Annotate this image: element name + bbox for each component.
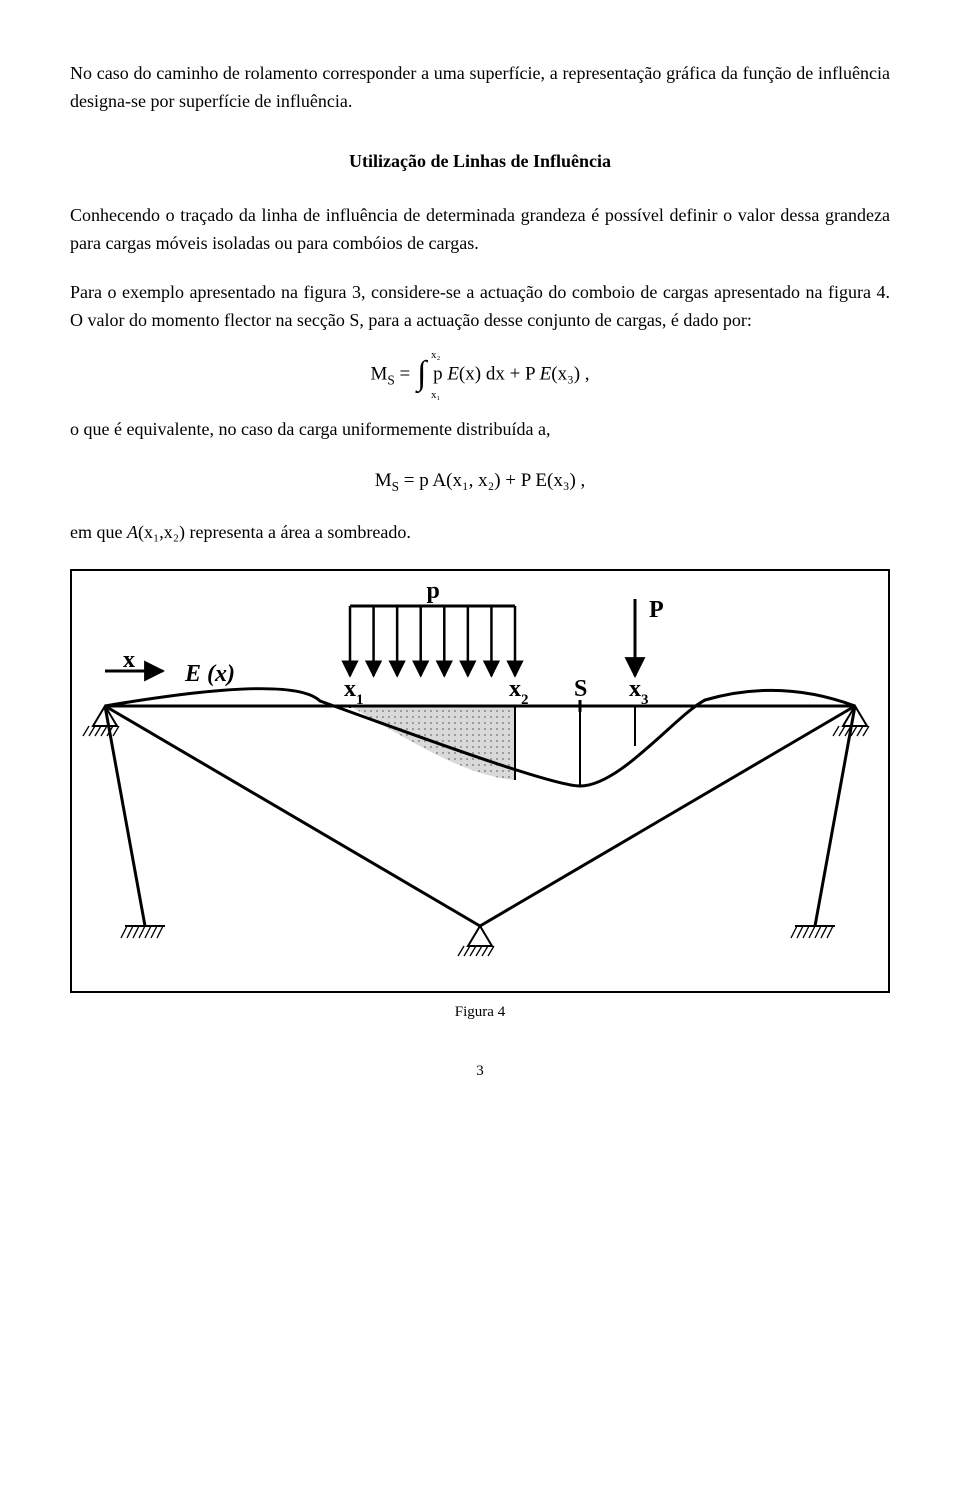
integral-lower: x₁ — [431, 387, 440, 404]
paragraph-5-post: (x₁,x₂) representa a área a sombreado. — [138, 522, 411, 542]
integral-symbol: ∫ — [417, 355, 426, 392]
svg-text:x1: x1 — [344, 676, 364, 708]
formula-2-lhs-sub: S — [392, 478, 399, 493]
formula-2-lhs-M: M — [375, 470, 392, 491]
integral-icon: x₂ ∫ x₁ — [415, 357, 428, 393]
svg-text:x3: x3 — [629, 676, 649, 708]
section-heading: Utilização de Linhas de Influência — [70, 148, 890, 176]
figure-4-caption: Figura 4 — [70, 1001, 890, 1024]
svg-text:E (x): E (x) — [184, 661, 235, 687]
integral-upper: x₂ — [431, 347, 440, 364]
formula-1-rest: (x) dx + P — [459, 364, 540, 385]
formula-1-E: E — [447, 364, 459, 385]
formula-1-E2: E — [540, 364, 552, 385]
svg-text:P: P — [649, 597, 664, 623]
svg-text:S: S — [574, 676, 587, 702]
formula-1-p: p — [433, 364, 447, 385]
formula-2: MS = p A(x₁, x₂) + P E(x₃) , — [70, 466, 890, 497]
formula-1: MS = x₂ ∫ x₁ p E(x) dx + P E(x₃) , — [70, 357, 890, 393]
paragraph-1: No caso do caminho de rolamento correspo… — [70, 60, 890, 116]
paragraph-3: Para o exemplo apresentado na figura 3, … — [70, 279, 890, 335]
page-number: 3 — [70, 1060, 890, 1083]
svg-text:p: p — [427, 578, 440, 604]
paragraph-5-pre: em que — [70, 522, 127, 542]
paragraph-4: o que é equivalente, no caso da carga un… — [70, 416, 890, 444]
figure-4-frame: x E (x) p Px1 x2 Sx3 — [70, 569, 890, 993]
formula-1-lhs-M: M — [370, 364, 387, 385]
svg-text:x: x — [123, 647, 135, 673]
formula-1-lhs-sub: S — [387, 373, 394, 388]
formula-1-tail: (x₃) , — [551, 364, 589, 385]
paragraph-2: Conhecendo o traçado da linha de influên… — [70, 202, 890, 258]
formula-1-eq: = — [400, 364, 415, 385]
formula-2-body: = p A(x₁, x₂) + P E(x₃) , — [399, 470, 585, 491]
paragraph-5-A: A — [127, 522, 138, 542]
figure-4-svg: x E (x) p Px1 x2 Sx3 — [75, 571, 885, 991]
paragraph-5: em que A(x₁,x₂) representa a área a somb… — [70, 519, 890, 547]
svg-text:x2: x2 — [509, 676, 529, 708]
